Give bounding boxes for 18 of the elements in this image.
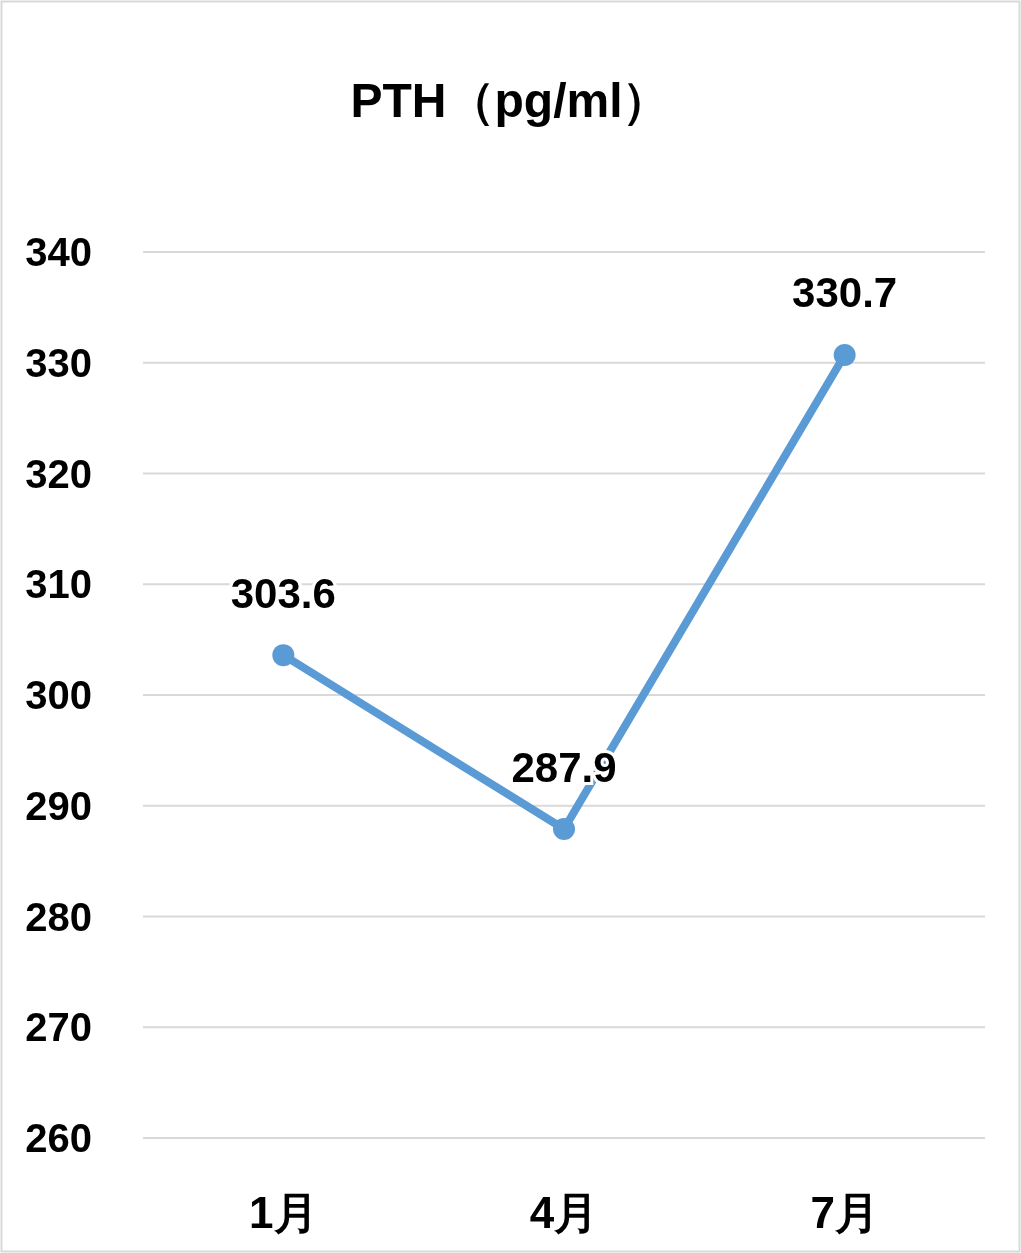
y-tick-label: 280 — [25, 894, 92, 939]
x-tick-label: 7月 — [810, 1187, 879, 1237]
x-tick-label: 1月 — [249, 1187, 318, 1237]
y-tick-label: 340 — [25, 230, 92, 274]
y-tick-label: 290 — [25, 783, 92, 828]
x-tick-label: 4月 — [529, 1187, 599, 1237]
y-tick-label: 300 — [25, 673, 92, 717]
chart-title: PTH（pg/ml） — [350, 74, 671, 127]
point — [272, 644, 295, 667]
y-tick-label: 310 — [25, 562, 92, 607]
data-label: 303.6 — [230, 569, 336, 617]
data-label: 330.7 — [792, 269, 898, 317]
y-tick-label: 260 — [25, 1116, 92, 1160]
point — [553, 818, 575, 841]
y-tick-label: 270 — [25, 1005, 92, 1050]
y-tick-label: 330 — [25, 340, 92, 385]
point — [833, 344, 856, 366]
y-tick-label: 320 — [25, 451, 92, 496]
